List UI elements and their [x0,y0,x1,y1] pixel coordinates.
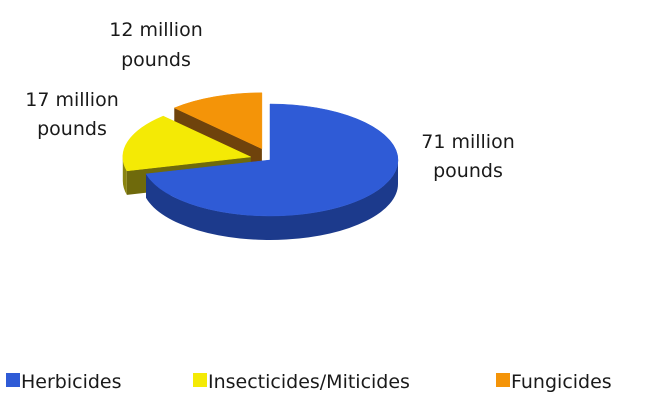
slice-label-insecticides-line2: pounds [37,118,107,140]
legend-swatch-herbicides [6,373,20,387]
legend-label-fungicides: Fungicides [511,371,612,393]
legend-label-insecticides: Insecticides/Miticides [208,371,410,393]
slice-label-insecticides-line1: 17 million [25,89,119,111]
pie-slice-insecticides-side-1 [122,156,127,195]
legend-item-fungicides: Fungicides [496,371,612,393]
slice-label-herbicides-line2: pounds [433,160,503,182]
legend-item-herbicides: Herbicides [6,371,122,393]
slice-label-insecticides: 17 million pounds [25,89,119,140]
slice-label-fungicides: 12 million pounds [109,19,203,71]
legend-swatch-fungicides [496,373,510,387]
slices-layer [122,92,399,241]
legend-item-insecticides: Insecticides/Miticides [193,371,410,393]
slice-label-fungicides-line2: pounds [121,49,191,71]
slice-label-herbicides-line1: 71 million [421,131,515,153]
pie-slice-herbicides [145,103,399,241]
slice-label-fungicides-line1: 12 million [109,19,203,41]
legend: Herbicides Insecticides/Miticides Fungic… [6,371,612,393]
pie-slice-fungicides-top [173,92,263,150]
legend-label-herbicides: Herbicides [21,371,122,393]
legend-swatch-insecticides [193,373,207,387]
pie-slice-insecticides-top [122,115,252,172]
pie-slice-herbicides-top [145,103,399,217]
slice-label-herbicides: 71 million pounds [421,131,515,182]
pie-slice-herbicides-side-1 [146,160,398,241]
